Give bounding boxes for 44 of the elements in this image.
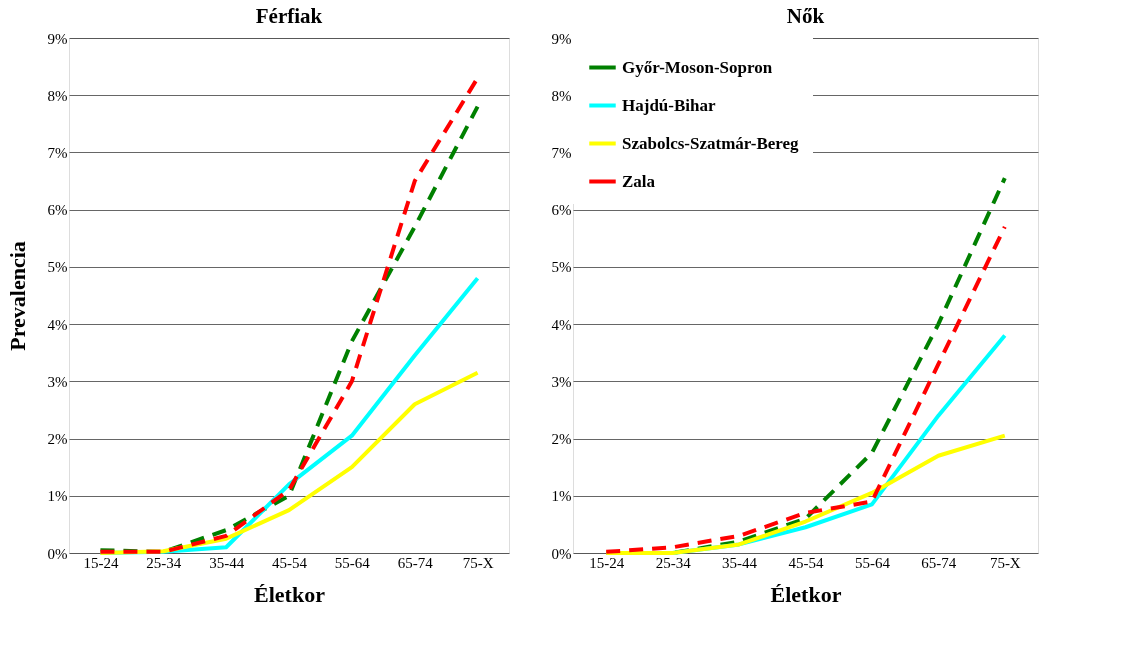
y-tick-label: 2% — [47, 431, 68, 448]
y-tick-label: 4% — [47, 316, 68, 333]
y-tick-label: 2% — [551, 431, 572, 448]
x-tick-label: 75-X — [989, 554, 1021, 571]
chart-title: Férfiak — [255, 4, 323, 28]
x-axis-title: Életkor — [770, 581, 842, 607]
legend-label: Hajdú-Bihar — [622, 95, 716, 115]
y-tick-label: 0% — [551, 545, 572, 562]
y-tick-label: 1% — [551, 488, 572, 505]
x-tick-label: 55-64 — [854, 554, 891, 571]
x-tick-label: 25-34 — [655, 554, 692, 571]
y-tick-label: 7% — [47, 144, 68, 161]
x-tick-label: 25-34 — [146, 554, 182, 571]
y-tick-label: 0% — [47, 545, 68, 562]
y-tick-label: 5% — [551, 259, 572, 276]
x-tick-label: 35-44 — [209, 554, 245, 571]
y-tick-label: 6% — [47, 202, 68, 219]
x-axis-title: Életkor — [254, 581, 326, 607]
y-tick-label: 6% — [551, 202, 572, 219]
x-tick-label: 45-54 — [272, 554, 308, 571]
legend-label: Szabolcs-Szatmár-Bereg — [622, 133, 800, 153]
x-tick-label: 45-54 — [788, 554, 824, 571]
y-tick-label: 5% — [47, 259, 68, 276]
y-tick-label: 7% — [551, 144, 572, 161]
x-tick-label: 75-X — [462, 554, 494, 571]
x-tick-label: 15-24 — [589, 554, 625, 571]
y-tick-label: 9% — [551, 30, 572, 47]
chart-title: Nők — [786, 4, 825, 28]
line-series — [604, 433, 1007, 555]
y-tick-label: 4% — [551, 316, 572, 333]
legend-label: Győr-Moson-Sopron — [622, 57, 773, 77]
legend-label: Zala — [622, 171, 656, 191]
y-tick-label: 3% — [551, 373, 572, 390]
y-tick-label: 9% — [47, 30, 68, 47]
y-tick-label: 8% — [551, 87, 572, 104]
x-tick-label: 65-74 — [397, 554, 434, 571]
y-tick-label: 1% — [47, 488, 68, 505]
x-tick-label: 15-24 — [83, 554, 119, 571]
y-tick-label: 3% — [47, 373, 68, 390]
y-axis-title: Prevalencia — [4, 241, 30, 351]
x-tick-label: 65-74 — [921, 554, 957, 571]
y-tick-label: 8% — [47, 87, 68, 104]
x-tick-label: 35-44 — [722, 554, 758, 571]
x-tick-label: 55-64 — [334, 554, 371, 571]
